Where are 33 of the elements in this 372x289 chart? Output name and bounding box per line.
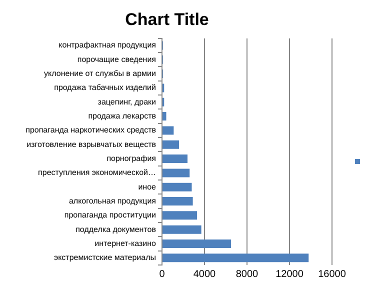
y-tick-label: интернет-казино — [94, 238, 157, 248]
y-tick-label: подделка документов — [76, 224, 156, 234]
chart-title: Chart Title — [125, 10, 209, 29]
bar — [162, 112, 166, 121]
bar — [162, 225, 202, 234]
bar — [162, 168, 190, 178]
y-tick-label: преступления экономической… — [38, 168, 156, 178]
y-tick-label: изготовление взрывчатых веществ — [26, 140, 156, 149]
x-tick-label: 16000 — [318, 268, 346, 280]
bar — [162, 240, 232, 248]
y-tick-label: контрафактная продукция — [58, 40, 156, 50]
x-tick-label: 4000 — [193, 268, 216, 280]
y-tick-label: пропаганда проституции — [64, 210, 156, 220]
bar — [162, 211, 198, 220]
y-tick-label: пропаганда наркотических средств — [26, 126, 156, 135]
y-tick-label: зацепинг, драки — [98, 97, 156, 106]
y-tick-label: продажа табачных изделий — [54, 83, 156, 92]
y-tick-label: экстремистские материалы — [54, 253, 156, 262]
x-tick-label: 0 — [159, 268, 166, 280]
bar — [162, 154, 188, 164]
y-tick-label: порнография — [106, 154, 156, 163]
y-tick-label: иное — [138, 182, 157, 192]
bar — [162, 126, 174, 135]
x-tick-label: 12000 — [276, 268, 304, 280]
bar — [162, 140, 179, 149]
bar — [162, 254, 309, 262]
y-tick-label: уклонение от службы в армии — [44, 69, 156, 78]
y-tick-label: продажа лекарств — [88, 111, 156, 120]
bar — [162, 197, 193, 206]
x-tick-label: 8000 — [236, 268, 259, 280]
y-tick-label: алкогольная продукция — [68, 196, 156, 206]
y-tick-label: порочащие сведения — [77, 54, 156, 64]
bar — [162, 182, 192, 192]
